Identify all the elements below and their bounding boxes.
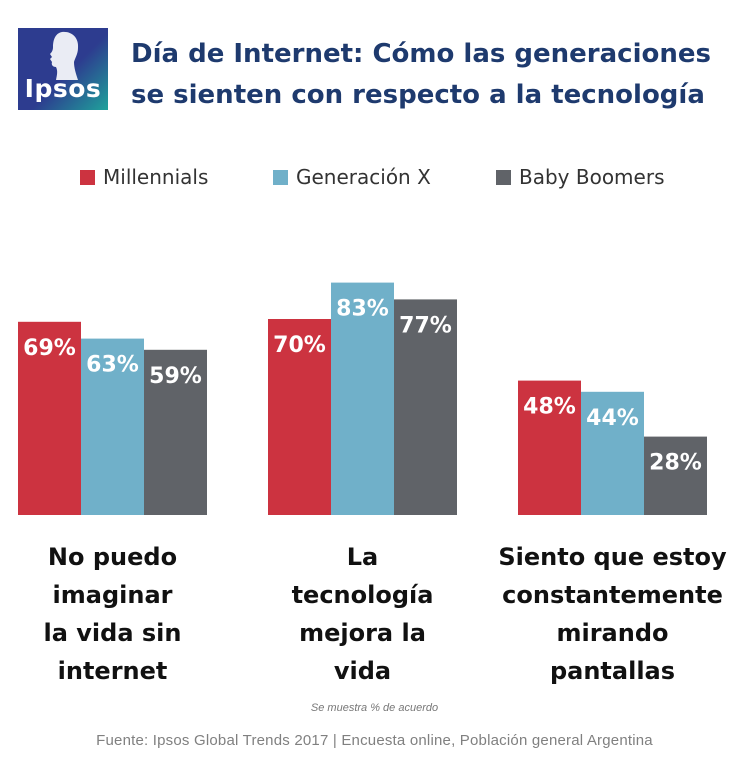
bar-value-label-g2-s2: 83% [336, 297, 389, 322]
bar-value-label-g2-s3: 77% [399, 313, 452, 338]
category-label-g1-line1: No puedo [48, 543, 177, 571]
category-label-g3-line1: Siento que estoy [498, 543, 727, 571]
legend-label-3: Baby Boomers [519, 165, 665, 189]
category-label-g3-line4: pantallas [550, 657, 675, 685]
bar-chart: Millennials Generación X Baby Boomers 69% 63… [18, 165, 727, 685]
chart-note: Se muestra % de acuerdo [310, 702, 439, 714]
logo-text: Ipsos [24, 74, 102, 103]
bar-g1-s2 [81, 338, 144, 515]
title-line-2: se sienten con respecto a la tecnología [131, 80, 705, 110]
category-label-g2-line2: tecnología [292, 581, 434, 609]
bar-g1-s1 [18, 321, 81, 515]
legend-swatch-1 [80, 170, 95, 185]
bar-g3-s3 [644, 436, 707, 515]
bar-g2-s3 [394, 299, 457, 515]
category-label-g2-line1: La [347, 543, 379, 571]
bar-g3-s1 [518, 380, 581, 515]
face-profile-icon [50, 31, 79, 80]
bar-g2-s2 [331, 282, 394, 515]
legend-swatch-3 [496, 170, 511, 185]
bar-value-label-g1-s1: 69% [23, 336, 76, 361]
category-label-g3-line3: mirando [556, 619, 668, 647]
ipsos-logo: Ipsos [18, 28, 108, 110]
bar-value-label-g1-s3: 59% [149, 364, 202, 389]
category-label-g2-line3: mejora la [299, 619, 426, 647]
bar-g3-s2 [581, 391, 644, 515]
bar-value-label-g3-s2: 44% [586, 406, 639, 431]
legend-label-2: Generación X [296, 165, 431, 189]
category-label-g1-line3: la vida sin [44, 619, 182, 647]
category-label-g1-line4: internet [58, 657, 168, 685]
legend-swatch-2 [273, 170, 288, 185]
title-line-1: Día de Internet: Cómo las generaciones [131, 39, 711, 69]
page-title: Día de Internet: Cómo las generaciones s… [131, 34, 731, 116]
category-label-g2-line4: vida [334, 657, 391, 685]
bar-value-label-g1-s2: 63% [86, 353, 139, 378]
legend-label-1: Millennials [103, 165, 208, 189]
bar-value-label-g2-s1: 70% [273, 333, 326, 358]
bar-value-label-g3-s3: 28% [649, 451, 702, 476]
bar-g2-s1 [268, 319, 331, 515]
category-label-g3-line2: constantemente [502, 581, 723, 609]
bar-g1-s3 [144, 349, 207, 515]
bar-value-label-g3-s1: 48% [523, 395, 576, 420]
category-label-g1-line2: imaginar [53, 581, 173, 609]
source-footnote: Fuente: Ipsos Global Trends 2017 | Encue… [96, 732, 653, 749]
